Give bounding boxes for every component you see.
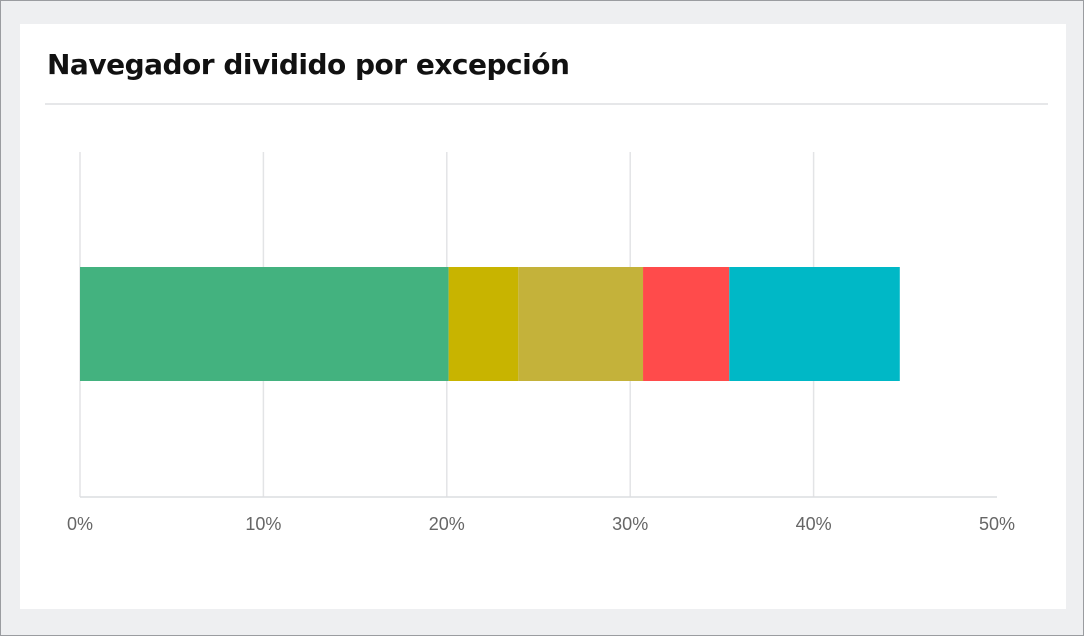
- bar-chart: 0% 10% 20% 30% 40% 50%: [67, 152, 1015, 534]
- bar-segment-5[interactable]: [729, 267, 900, 381]
- bar-segment-4[interactable]: [643, 267, 730, 381]
- x-tick-label-0: 0%: [67, 514, 93, 534]
- x-tick-label-1: 10%: [245, 514, 281, 534]
- bar-segment-1[interactable]: [80, 267, 449, 381]
- x-tick-label-3: 30%: [612, 514, 648, 534]
- x-axis: 0% 10% 20% 30% 40% 50%: [67, 496, 1015, 534]
- chart-title: Navegador dividido por excepción: [47, 48, 570, 81]
- x-tick-label-2: 20%: [429, 514, 465, 534]
- bar-segment-2[interactable]: [448, 267, 519, 381]
- chart-card: Navegador dividido por excepción 0% 10% 20…: [20, 24, 1066, 609]
- x-tick-label-5: 50%: [979, 514, 1015, 534]
- x-tick-label-4: 40%: [796, 514, 832, 534]
- bar-segment-3[interactable]: [518, 267, 644, 381]
- title-divider: [45, 103, 1048, 105]
- bars: [80, 267, 900, 381]
